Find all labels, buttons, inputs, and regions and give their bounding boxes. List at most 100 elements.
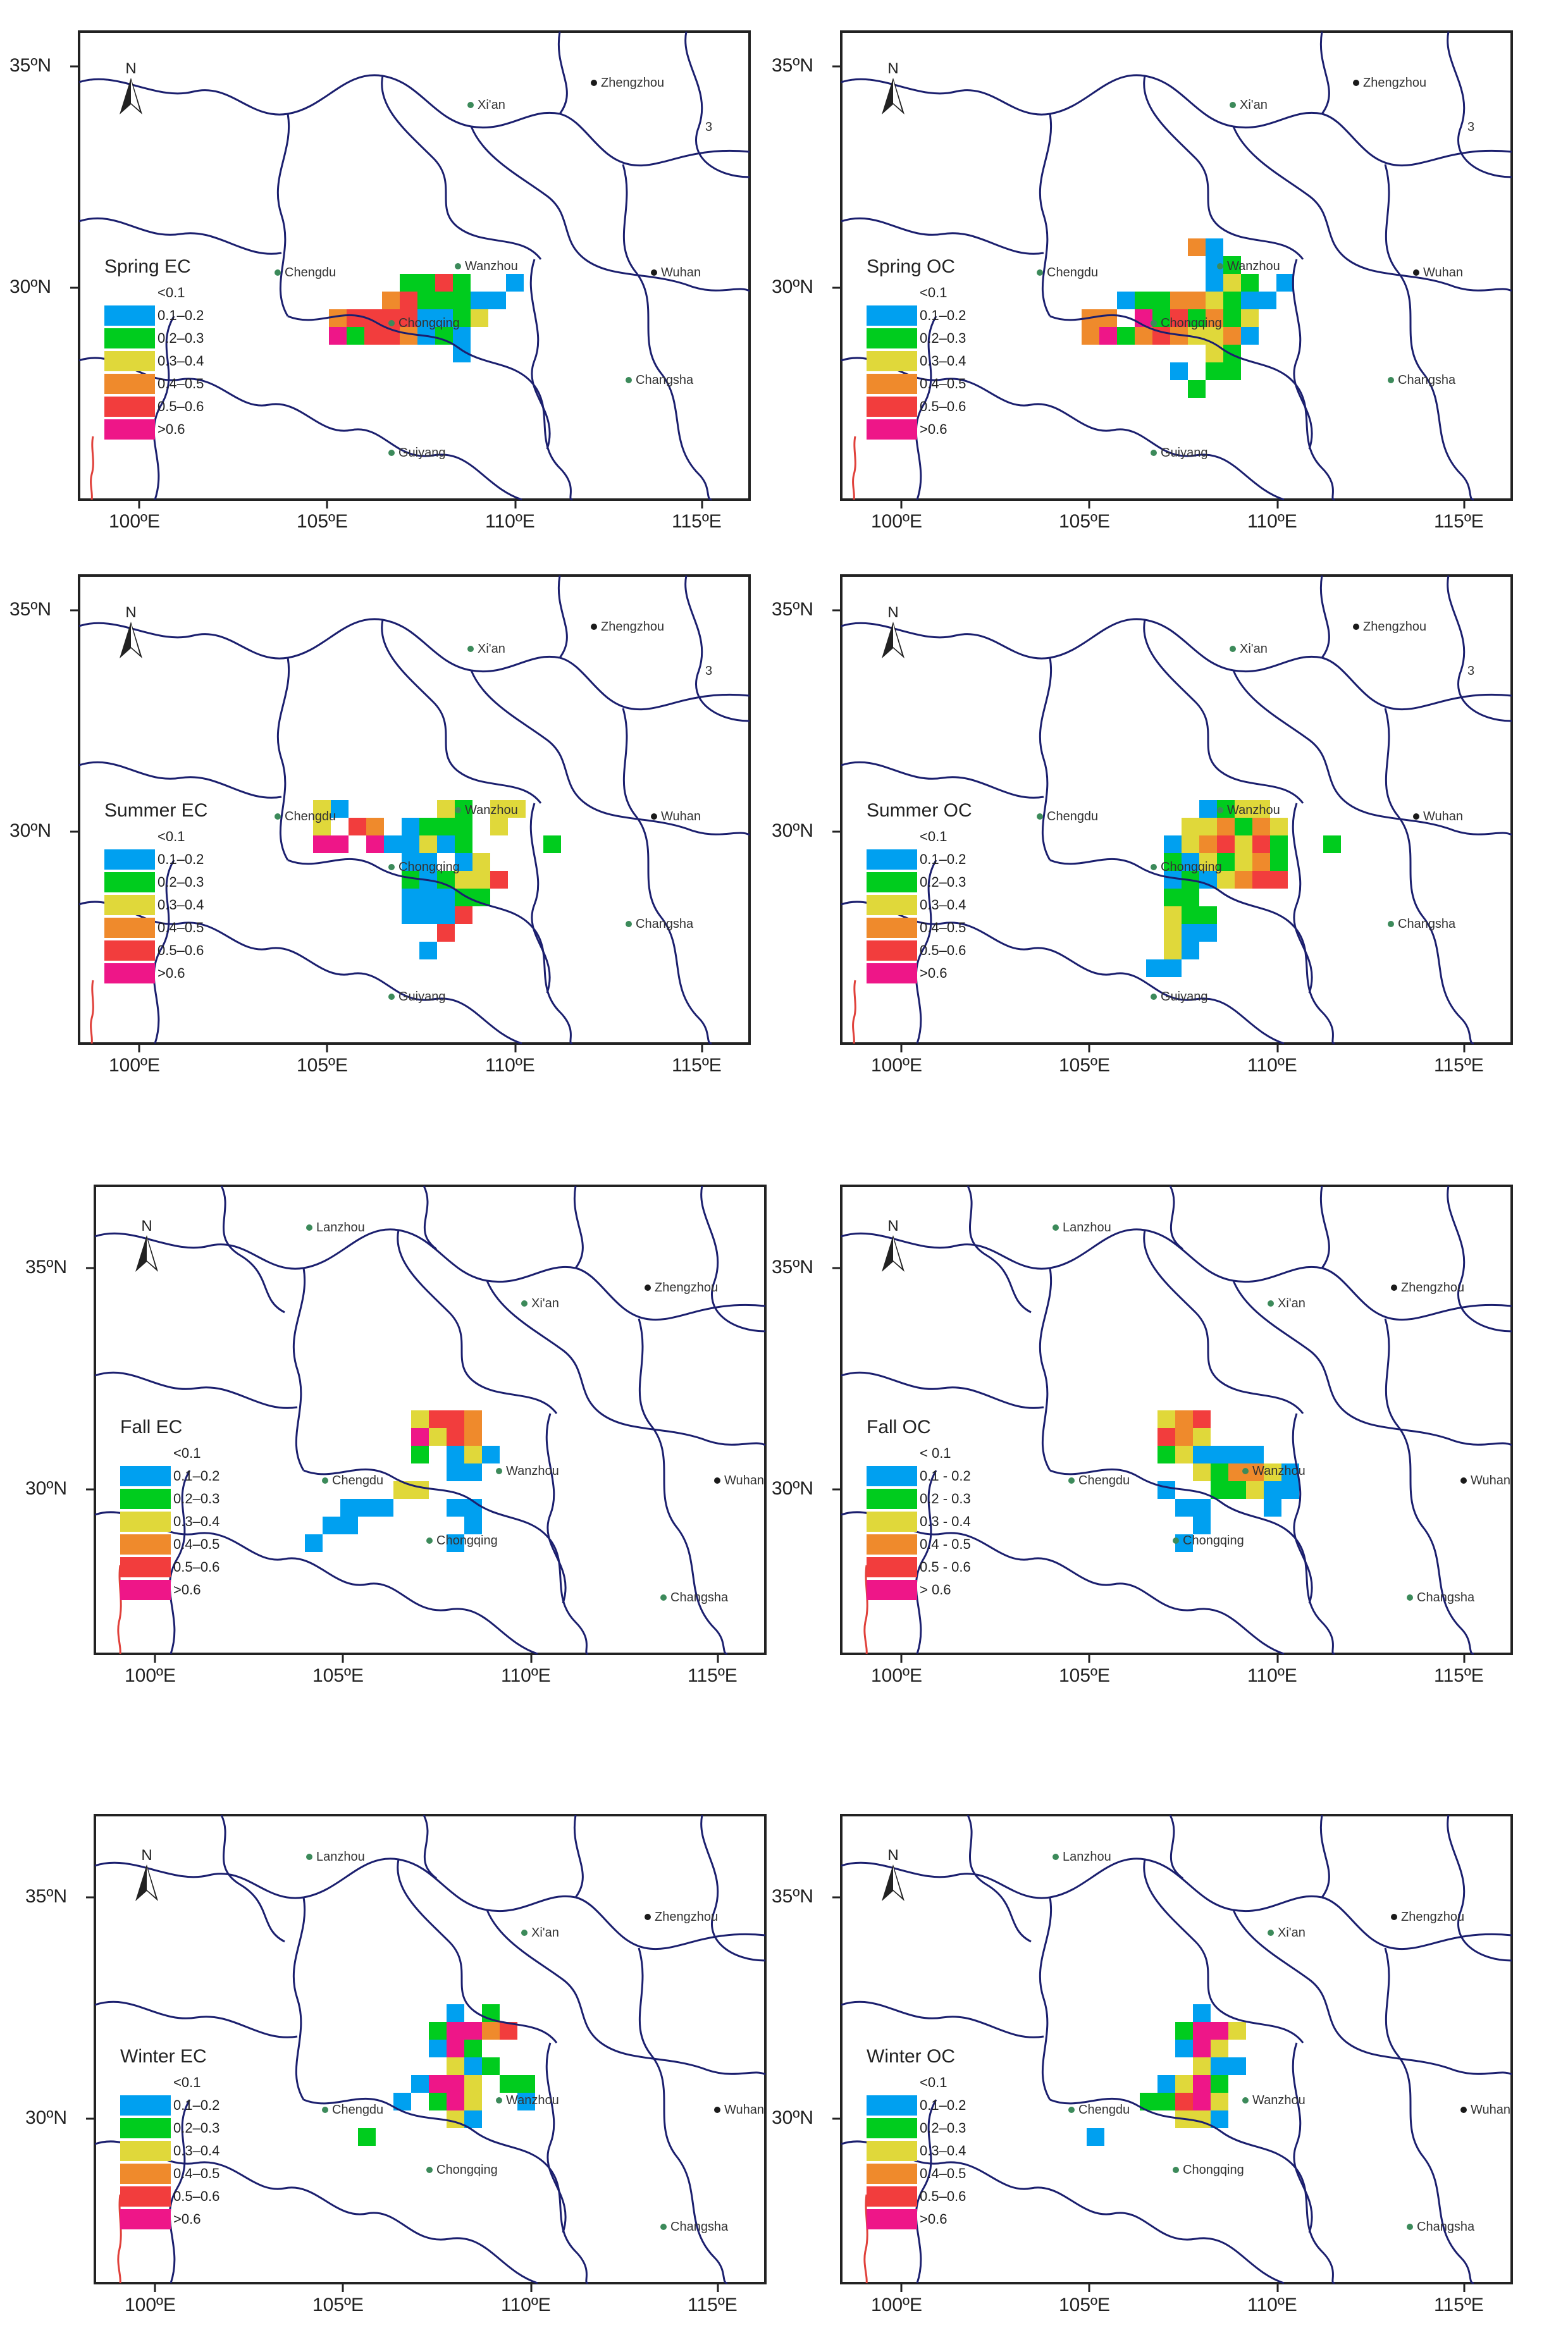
city-label: Changsha — [670, 1591, 729, 1605]
province-border — [152, 316, 175, 500]
legend-item: >0.6 — [120, 2208, 219, 2231]
legend: Spring OC <0.1 0.1–0.2 0.2–0.3 0.3–0.4 0.4–0.… — [867, 256, 966, 441]
legend-swatch — [104, 351, 155, 371]
province-border — [292, 1267, 306, 1471]
city-label: Xi'an — [478, 642, 505, 656]
city-label: Guiyang — [1161, 446, 1208, 460]
city-dot — [275, 269, 281, 276]
grid-cell — [331, 800, 349, 818]
province-border — [1049, 858, 1335, 1045]
grid-cell — [1270, 871, 1288, 889]
province-border — [1039, 657, 1053, 861]
grid-cell — [366, 818, 384, 835]
legend-label: 0.5–0.6 — [157, 398, 204, 414]
y-tick-label: 30ºN — [772, 820, 813, 841]
legend-swatch — [867, 1512, 917, 1532]
legend-label: 0.5–0.6 — [173, 2188, 220, 2204]
coast-line — [117, 2194, 122, 2284]
province-border — [1039, 1897, 1053, 2100]
city-dot — [1353, 80, 1359, 86]
legend-item: <0.1 — [867, 825, 972, 848]
grid-cell — [1217, 871, 1235, 889]
x-tick-label: 115ºE — [672, 1055, 722, 1076]
city-dot — [1037, 813, 1043, 820]
grid-cell — [429, 2093, 447, 2110]
grid-cell — [1235, 835, 1252, 853]
legend-title: Fall EC — [120, 1417, 183, 1438]
grid-cell — [1175, 1410, 1193, 1428]
legend-item: 0.1–0.2 — [104, 848, 207, 871]
grid-cell — [329, 309, 347, 327]
grid-cell — [1135, 327, 1152, 345]
legend-label: 0.2–0.3 — [920, 2120, 966, 2136]
grid-cell — [417, 292, 435, 309]
grid-cell — [347, 309, 364, 327]
city-label: Changsha — [636, 373, 694, 387]
grid-cell — [455, 818, 472, 835]
grid-cell — [1188, 309, 1206, 327]
grid-cell — [447, 1534, 464, 1552]
legend-title: Summer EC — [104, 800, 208, 821]
grid-cell — [400, 292, 417, 309]
legend-title: Summer OC — [867, 800, 972, 821]
legend-label: >0.6 — [173, 2211, 201, 2227]
legend-item: 0.4 - 0.5 — [867, 1533, 971, 1556]
legend-label: 0.1–0.2 — [157, 307, 204, 323]
north-arrow-icon: N — [133, 1847, 161, 1906]
x-tick-label: 110ºE — [1247, 2295, 1297, 2315]
grid-cell — [437, 818, 455, 835]
legend-swatch — [867, 2118, 917, 2138]
legend-label: 0.5–0.6 — [920, 942, 966, 958]
grid-cell — [376, 1499, 393, 1517]
legend-swatch — [867, 827, 917, 847]
city-label: Zhengzhou — [655, 1910, 719, 1924]
grid-cell — [1264, 1481, 1281, 1499]
grid-cell — [1252, 835, 1270, 853]
province-border — [557, 575, 568, 658]
grid-cell — [1259, 292, 1276, 309]
legend-swatch — [867, 283, 917, 303]
legend-title: Spring OC — [867, 256, 956, 277]
province-border — [78, 901, 522, 1045]
north-arrow-icon: N — [117, 60, 145, 119]
grid-cell — [402, 853, 419, 871]
province-border — [1049, 314, 1335, 501]
legend-swatch — [867, 1557, 917, 1577]
map-marker-label: 3 — [1467, 120, 1475, 134]
province-border — [470, 670, 750, 836]
legend-item: <0.1 — [867, 2071, 966, 2094]
legend-label: 0.3 - 0.4 — [920, 1513, 971, 1529]
city-label: Wanzhou — [1227, 803, 1280, 817]
legend-swatch — [104, 328, 155, 348]
grid-cell — [488, 292, 506, 309]
grid-cell — [1175, 1446, 1193, 1463]
grid-cell — [1087, 2128, 1104, 2146]
city-dot — [275, 813, 281, 820]
grid-cell — [1188, 380, 1206, 398]
city-label: Xi'an — [1240, 98, 1268, 112]
city-label: Lanzhou — [316, 1850, 365, 1864]
legend-label: >0.6 — [157, 421, 185, 437]
legend-label: 0.5–0.6 — [920, 2188, 966, 2204]
grid-cell — [411, 1446, 429, 1463]
province-border — [94, 1371, 298, 1409]
legend-item: 0.4–0.5 — [867, 2162, 966, 2185]
province-border — [1039, 1267, 1053, 1471]
legend-item: 0.5–0.6 — [867, 2185, 966, 2208]
province-border — [1232, 1909, 1512, 2076]
legend-item: 0.4–0.5 — [120, 2162, 219, 2185]
legend-label: 0.1–0.2 — [920, 2097, 966, 2113]
legend-item: < 0.1 — [867, 1442, 971, 1465]
grid-cell — [490, 800, 508, 818]
grid-cell — [1206, 362, 1223, 380]
grid-cell — [1211, 2057, 1228, 2075]
province-border — [622, 708, 712, 1045]
grid-cell — [464, 2022, 482, 2040]
legend-label: 0.3–0.4 — [920, 2143, 966, 2159]
city-dot — [651, 813, 657, 820]
province-border — [1143, 1229, 1304, 1414]
grid-cell — [1193, 2004, 1211, 2022]
grid-cell — [482, 2057, 500, 2075]
grid-cell — [464, 1428, 482, 1446]
coast-line — [90, 980, 94, 1044]
